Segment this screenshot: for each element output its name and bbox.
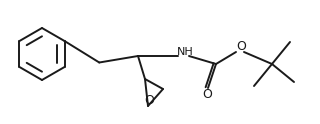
Text: O: O (202, 89, 212, 102)
Text: O: O (144, 93, 154, 107)
Text: O: O (236, 40, 246, 52)
Text: NH: NH (177, 47, 193, 57)
